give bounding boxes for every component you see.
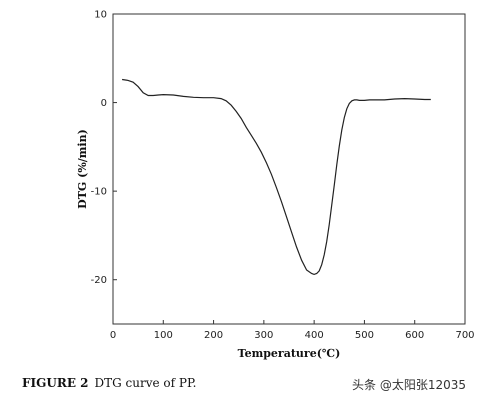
- y-axis: 10 0 -10 -20: [91, 10, 117, 286]
- x-tick-label: 600: [405, 330, 424, 341]
- x-tick-label: 300: [254, 330, 273, 341]
- figure-label: FIGURE 2: [22, 376, 89, 390]
- x-axis: 0 100 200 300 400 500 600 700: [110, 320, 475, 341]
- plot-area: [112, 13, 466, 325]
- caption-text: DTG curve of PP.: [94, 376, 197, 390]
- dtg-chart: 0 100 200 300 400 500 600 700 100-10-20 Tempera…: [76, 10, 475, 361]
- y-axis-title: DTG (%/min): [76, 129, 89, 209]
- x-axis-title: Temperature(℃): [238, 347, 341, 360]
- x-tick-label: 700: [455, 330, 474, 341]
- dtg-curve-line: [122, 78, 431, 276]
- x-tick-label: 400: [305, 330, 324, 341]
- plot-border: [112, 13, 466, 325]
- x-tick-label: 500: [355, 330, 374, 341]
- x-tick-label: 100: [154, 330, 173, 341]
- y-tick-label: -20: [91, 275, 107, 286]
- x-tick-label: 200: [204, 330, 223, 341]
- y-tick-label: -10: [91, 187, 107, 198]
- x-tick-label: 0: [110, 330, 116, 341]
- figure-caption: FIGURE 2 DTG curve of PP.: [22, 376, 196, 390]
- watermark: 头条 @太阳张12035: [352, 378, 466, 392]
- y-tick-label: 10: [94, 10, 107, 21]
- y-tick-label: 0: [101, 98, 107, 109]
